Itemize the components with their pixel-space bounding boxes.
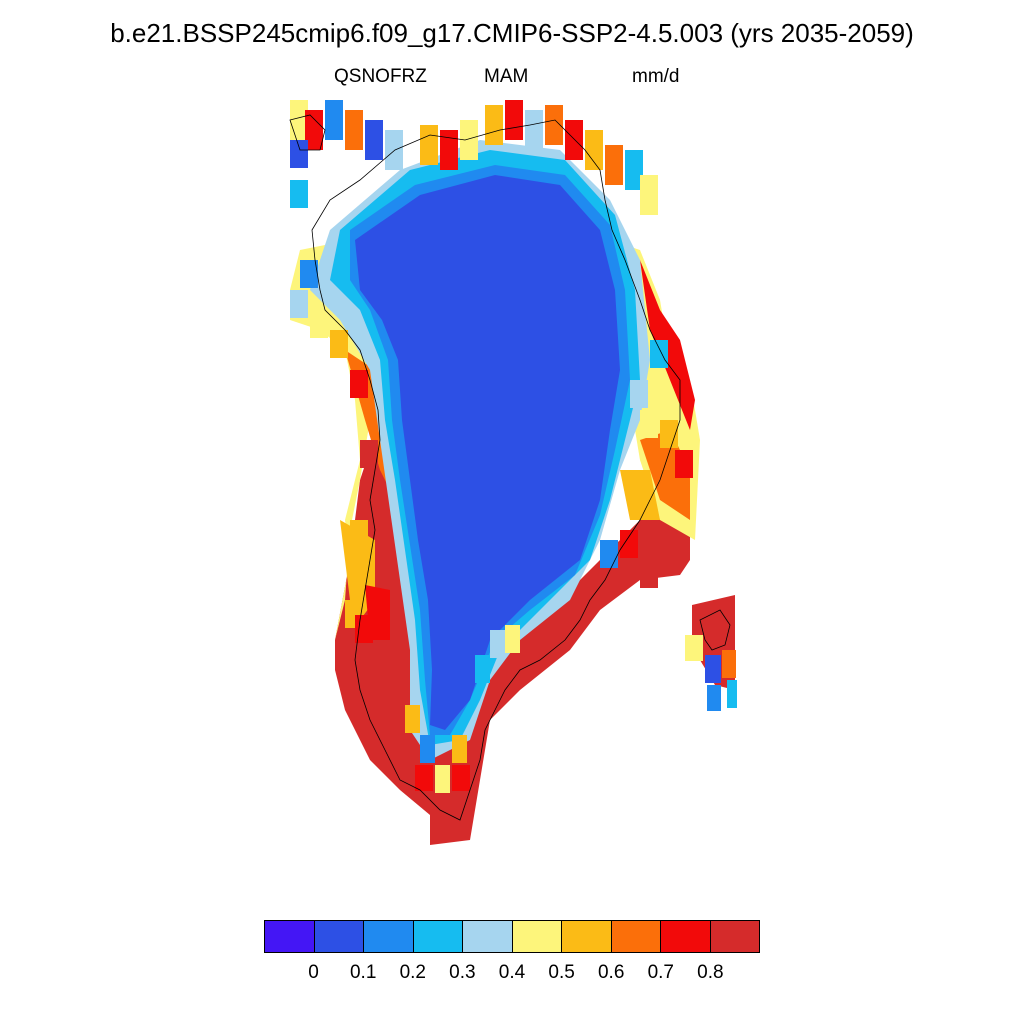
colorbar-swatch <box>512 921 562 952</box>
map-cell <box>290 140 308 168</box>
map-cell <box>640 410 658 438</box>
colorbar-tick-label: 0.3 <box>449 962 476 983</box>
colorbar-tick-label: 0.6 <box>597 962 625 983</box>
map-cell <box>310 310 328 338</box>
map-region <box>355 175 620 730</box>
colorbar-swatch <box>314 921 364 952</box>
map-cell <box>415 765 433 791</box>
colorbar-swatch <box>265 921 315 952</box>
colorbar-swatch <box>562 921 612 952</box>
map-cell <box>290 290 308 318</box>
map-cell <box>505 100 523 140</box>
colorbar-swatch <box>611 921 661 952</box>
colorbar-swatch <box>710 921 759 952</box>
map-cell <box>650 340 668 368</box>
map-cell <box>585 130 603 170</box>
colorbar-swatch <box>364 921 414 952</box>
map-cell <box>350 370 368 398</box>
map-cell <box>475 655 490 683</box>
map-cell <box>600 540 618 568</box>
colorbar-swatch <box>661 921 711 952</box>
colorbar-tick-label: 0 <box>308 962 319 983</box>
map-cell <box>440 130 458 170</box>
colorbar-swatch <box>413 921 463 952</box>
plot-title: b.e21.BSSP245cmip6.f09_g17.CMIP6-SSP2-4.… <box>110 18 914 48</box>
colorbar-tick-label: 0.4 <box>498 962 526 983</box>
map-cell <box>330 330 348 358</box>
map-cell <box>660 420 678 448</box>
map-cell <box>525 110 543 150</box>
colorbar-tick-label: 0.2 <box>399 962 427 983</box>
map-cell <box>345 110 363 150</box>
map-cell <box>325 100 343 140</box>
colorbar-swatch <box>463 921 513 952</box>
map-cell <box>705 655 721 683</box>
coastline <box>289 114 731 821</box>
map-cell <box>452 735 467 763</box>
map-cell <box>685 635 703 661</box>
map-cell <box>460 120 478 160</box>
map-cell <box>490 630 505 658</box>
map-cell <box>420 125 438 165</box>
map-cell <box>625 150 643 190</box>
map-cell <box>675 450 693 478</box>
map-cell <box>305 110 323 150</box>
map-cell <box>485 105 503 145</box>
map-cell <box>707 685 721 711</box>
map-cell <box>350 520 368 548</box>
colorbar-tick-label: 0.5 <box>548 962 575 983</box>
map-cell <box>620 530 638 558</box>
coastline-segment <box>311 119 681 821</box>
units-label: mm/d <box>632 66 680 87</box>
coastline-segment <box>699 609 731 651</box>
map-cell <box>640 560 658 588</box>
map-cell <box>360 440 378 468</box>
map-cell <box>722 650 736 678</box>
season-label: MAM <box>484 66 529 87</box>
map-cell <box>505 625 520 653</box>
map-cell <box>565 120 583 160</box>
colorbar-tick-label: 0.8 <box>697 962 724 983</box>
map-cell <box>290 100 308 140</box>
map-cell <box>405 705 420 733</box>
map-cell <box>545 105 563 145</box>
colorbar <box>264 920 760 953</box>
colorbar-tick-label: 0.7 <box>647 962 675 983</box>
map-cell <box>420 735 435 763</box>
map-cell <box>435 765 450 793</box>
map-cell <box>365 120 383 160</box>
map-cell <box>605 145 623 185</box>
map-cell <box>630 380 648 408</box>
map-cell <box>290 180 308 208</box>
map-cell <box>640 175 658 215</box>
map-cell <box>727 680 737 708</box>
coastline-segment <box>289 114 326 151</box>
map-cells <box>290 100 737 845</box>
map-cell <box>300 260 318 288</box>
map-region <box>620 470 660 520</box>
variable-label: QSNOFRZ <box>334 66 427 87</box>
map-cell <box>385 130 403 170</box>
colorbar-tick-label: 0.1 <box>349 962 377 983</box>
map-cell <box>452 765 470 791</box>
